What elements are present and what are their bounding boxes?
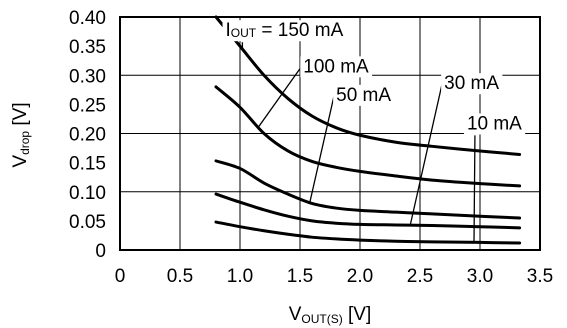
x-axis-label: VOUT(S) [V]	[289, 304, 372, 326]
x-tick-label: 0.5	[167, 266, 193, 287]
y-tick-label: 0.05	[69, 212, 106, 233]
y-tick-label: 0.30	[69, 66, 106, 87]
series-line	[214, 220, 522, 245]
series-label-background	[300, 56, 373, 78]
label-leader-line	[308, 95, 335, 204]
label-leader-line	[257, 66, 302, 129]
y-tick-label: 0.40	[69, 8, 106, 29]
series-label-background	[222, 20, 347, 42]
series-line	[214, 192, 522, 230]
series-label-background	[333, 84, 395, 106]
series-label-background	[463, 113, 526, 135]
series-label: 100 mA	[303, 56, 369, 77]
series-line	[214, 85, 522, 188]
series-label: IOUT = 150 mA	[226, 20, 344, 41]
series-label: 10 mA	[467, 113, 522, 134]
x-tick-label: 3.5	[527, 266, 553, 287]
curves	[214, 15, 522, 245]
y-tick-label: 0.10	[69, 183, 106, 204]
series-labels: IOUT = 150 mA 100 mA 50 mA 30 mA 10 mA	[222, 20, 526, 135]
y-tick-label: 0.15	[69, 154, 106, 175]
x-tick-label: 1.5	[287, 266, 313, 287]
x-tick-label: 0	[115, 266, 126, 287]
label-leader-line	[409, 83, 443, 225]
x-tick-labels: 0 0.5 1.0 1.5 2.0 2.5 3.0 3.5	[115, 266, 554, 287]
series-label: 30 mA	[444, 73, 499, 94]
x-tick-label: 2.0	[347, 266, 373, 287]
series-label-background	[441, 73, 503, 95]
label-leaders	[241, 42, 476, 243]
x-tick-label: 3.0	[467, 266, 493, 287]
series-label: 50 mA	[336, 85, 391, 106]
plot-frame	[119, 16, 541, 251]
y-tick-labels: 0 0.05 0.10 0.15 0.20 0.25 0.30 0.35 0.40	[69, 8, 106, 262]
series-line	[214, 159, 522, 220]
y-tick-label: 0.20	[69, 125, 106, 146]
label-leader-line	[473, 135, 476, 243]
y-tick-label: 0	[95, 241, 106, 262]
y-tick-label: 0.35	[69, 37, 106, 58]
y-axis-label: Vdrop [V]	[10, 102, 32, 167]
series-line	[214, 15, 522, 156]
x-tick-label: 1.0	[227, 266, 253, 287]
x-tick-label: 2.5	[407, 266, 433, 287]
y-tick-label: 0.25	[69, 95, 106, 116]
